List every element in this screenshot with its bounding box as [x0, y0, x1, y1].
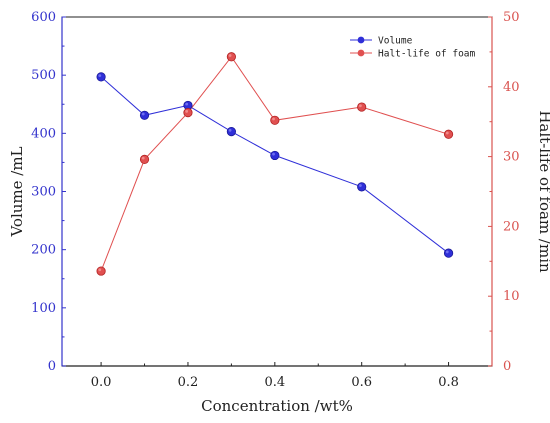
data-point	[357, 102, 367, 112]
data-point-highlight	[445, 131, 449, 135]
data-point	[96, 72, 106, 82]
x-tick-label: 0.8	[438, 375, 459, 390]
data-point	[270, 150, 280, 161]
series-line-volume	[100, 76, 449, 254]
data-point-highlight	[272, 117, 275, 121]
legend-label: Halt-life of foam	[378, 49, 476, 60]
x-tick-label: 0.2	[178, 375, 199, 390]
left-y-ticks: 0 100 200 300 400 500 600	[31, 10, 66, 374]
series-line-half-life	[100, 55, 449, 272]
data-point	[183, 108, 193, 118]
x-tick-label: 0.0	[91, 375, 112, 390]
legend-marker	[357, 49, 365, 57]
left-y-tick-label: 100	[31, 301, 56, 316]
data-point-highlight	[445, 250, 449, 254]
x-tick-label: 0.4	[264, 375, 285, 390]
left-y-tick-label: 0	[48, 359, 56, 374]
legend-label: Volume	[378, 36, 413, 47]
right-y-ticks: 0 10 20 30 40 50	[488, 10, 520, 374]
data-point-highlight	[141, 112, 145, 116]
data-point	[226, 52, 236, 62]
data-point-highlight	[98, 74, 102, 78]
data-point-highlight	[141, 156, 145, 160]
x-tick-label: 0.6	[351, 375, 372, 390]
x-axis-title: Concentration /wt%	[201, 397, 353, 415]
x-ticks: 0.0 0.2 0.4 0.6 0.8	[91, 362, 459, 390]
data-point-highlight	[228, 128, 232, 132]
data-point	[357, 182, 367, 192]
left-y-axis-title: Volume /mL	[8, 146, 26, 237]
left-y-tick-label: 500	[31, 68, 56, 83]
data-point-highlight	[358, 104, 362, 108]
data-point	[443, 248, 454, 258]
left-y-tick-label: 300	[31, 185, 56, 200]
right-y-tick-label: 10	[503, 289, 520, 304]
legend-marker	[357, 36, 365, 44]
data-point-highlight	[185, 102, 189, 106]
right-y-axis-title: Halt-life of foam /min	[536, 110, 550, 273]
right-y-tick-label: 50	[503, 10, 520, 25]
data-point-highlight	[272, 152, 275, 156]
data-point	[270, 115, 280, 125]
data-point	[96, 266, 106, 276]
data-point	[139, 154, 150, 164]
left-y-tick-label: 200	[31, 243, 56, 258]
data-point-highlight	[98, 268, 102, 272]
right-y-tick-label: 40	[503, 80, 520, 95]
legend: Volume Halt-life of foam	[350, 36, 476, 60]
plot-area	[61, 16, 493, 367]
series-layer	[96, 52, 454, 276]
right-y-tick-label: 20	[503, 219, 520, 234]
data-point	[443, 129, 454, 139]
data-point-highlight	[228, 54, 232, 57]
left-y-tick-label: 600	[31, 10, 56, 25]
right-y-tick-label: 30	[503, 150, 520, 165]
data-point	[226, 126, 236, 137]
left-y-tick-label: 400	[31, 126, 56, 141]
data-point-highlight	[185, 109, 189, 113]
data-point	[139, 110, 150, 120]
right-y-tick-label: 0	[503, 359, 511, 374]
data-point-highlight	[358, 184, 362, 187]
